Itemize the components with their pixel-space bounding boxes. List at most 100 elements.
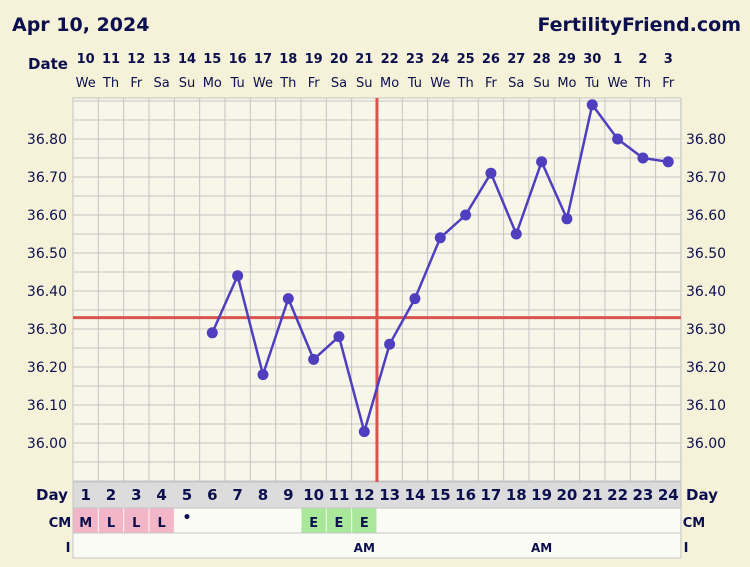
date-label: 20 — [330, 52, 348, 67]
cm-cell — [326, 508, 352, 533]
day-row-label: Day — [36, 486, 68, 504]
y-tick-label: 36.30 — [686, 322, 726, 338]
cm-label: E — [309, 516, 318, 531]
brand-title[interactable]: FertilityFriend.com — [537, 14, 741, 36]
day-row-label-right: Day — [686, 486, 718, 504]
temperature-point — [637, 152, 649, 164]
intercourse-label: AM — [531, 541, 552, 555]
cm-label: E — [335, 516, 344, 531]
temperature-point — [485, 167, 497, 179]
cycle-day-label: 24 — [658, 486, 679, 504]
temperature-point — [308, 353, 320, 365]
date-label: 13 — [153, 52, 171, 67]
y-tick-label: 36.60 — [686, 208, 726, 224]
weekday-label: Th — [279, 76, 296, 91]
temperature-point — [536, 156, 548, 168]
cycle-day-label: 12 — [354, 486, 375, 504]
y-tick-label: 36.70 — [686, 170, 726, 186]
temperature-point — [206, 327, 218, 339]
y-tick-label: 36.40 — [686, 284, 726, 300]
cycle-day-label: 7 — [232, 486, 242, 504]
temperature-point — [358, 426, 370, 438]
y-tick-label: 36.50 — [27, 246, 67, 262]
cm-label: E — [360, 516, 369, 531]
date-label: 30 — [583, 52, 601, 67]
cm-label: M — [79, 516, 92, 531]
cycle-day-label: 21 — [582, 486, 603, 504]
temperature-point — [561, 213, 573, 225]
i-row-label: I — [66, 541, 71, 556]
date-label: 25 — [457, 52, 475, 67]
cm-cell — [301, 508, 326, 533]
date-label: 26 — [482, 52, 500, 67]
date-row-label: Date — [28, 55, 68, 73]
cm-label: L — [132, 516, 140, 531]
date-label: 24 — [431, 52, 449, 67]
cm-label: L — [107, 516, 115, 531]
date-label: 1 — [613, 52, 622, 67]
weekday-label: Su — [356, 76, 373, 91]
weekday-label: Sa — [508, 76, 524, 91]
cm-cell — [98, 508, 124, 533]
y-tick-label: 36.10 — [686, 398, 726, 414]
y-tick-label: 36.50 — [686, 246, 726, 262]
weekday-label: Tu — [584, 76, 599, 91]
temperature-point — [662, 156, 674, 168]
cycle-day-label: 4 — [156, 486, 166, 504]
date-label: 29 — [558, 52, 576, 67]
temperature-point — [409, 293, 421, 305]
cycle-day-label: 1 — [80, 486, 90, 504]
weekday-label: Th — [634, 76, 651, 91]
weekday-label: Su — [533, 76, 550, 91]
cycle-day-label: 11 — [329, 486, 350, 504]
cycle-day-label: 19 — [531, 486, 552, 504]
date-label: 11 — [102, 52, 120, 67]
date-label: 12 — [127, 52, 145, 67]
weekday-label: Mo — [380, 76, 399, 91]
i-row-label-right: I — [684, 541, 689, 556]
y-tick-label: 36.20 — [686, 360, 726, 376]
date-label: 27 — [507, 52, 525, 67]
cm-row-label: CM — [49, 516, 71, 531]
cycle-day-label: 3 — [131, 486, 141, 504]
temperature-point — [510, 228, 522, 240]
y-tick-label: 36.80 — [27, 132, 67, 148]
cm-cell — [149, 508, 174, 533]
cycle-day-label: 18 — [506, 486, 527, 504]
date-label: 17 — [254, 52, 272, 67]
cycle-day-label: 6 — [207, 486, 217, 504]
weekday-label: Mo — [203, 76, 222, 91]
weekday-label: Sa — [331, 76, 347, 91]
weekday-label: Tu — [407, 76, 422, 91]
cm-row — [72, 507, 682, 534]
weekday-label: Th — [457, 76, 474, 91]
date-label: 28 — [533, 52, 551, 67]
date-label: 23 — [406, 52, 424, 67]
weekday-label: We — [608, 76, 628, 91]
weekday-label: Fr — [308, 76, 321, 91]
temperature-point — [612, 133, 624, 145]
y-tick-label: 36.10 — [27, 398, 67, 414]
date-label: 14 — [178, 52, 196, 67]
temperature-point — [282, 293, 294, 305]
chart-date: Apr 10, 2024 — [12, 14, 149, 36]
weekday-label: Fr — [485, 76, 498, 91]
cycle-day-label: 22 — [607, 486, 628, 504]
weekday-label: Su — [179, 76, 196, 91]
y-tick-label: 36.60 — [27, 208, 67, 224]
weekday-label: Fr — [130, 76, 143, 91]
weekday-label: Mo — [557, 76, 576, 91]
date-label: 22 — [381, 52, 399, 67]
cm-cell — [352, 508, 377, 533]
y-tick-label: 36.20 — [27, 360, 67, 376]
date-label: 2 — [638, 52, 647, 67]
weekday-label: We — [253, 76, 273, 91]
temperature-point — [333, 331, 345, 343]
cycle-day-label: 17 — [481, 486, 502, 504]
temperature-point — [460, 209, 472, 221]
cycle-day-label: 13 — [379, 486, 400, 504]
day-row — [72, 481, 682, 509]
weekday-label: Th — [102, 76, 119, 91]
date-label: 19 — [305, 52, 323, 67]
